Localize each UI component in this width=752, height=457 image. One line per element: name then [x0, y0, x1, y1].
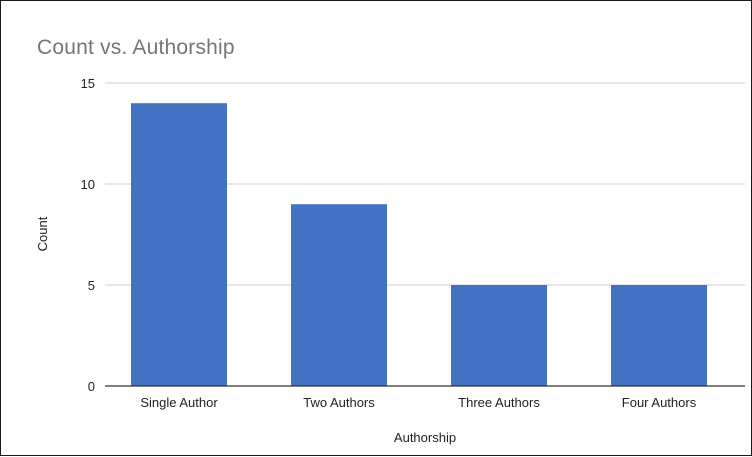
x-tick-label: Four Authors	[622, 395, 697, 410]
bar	[131, 103, 227, 386]
y-axis-title: Count	[35, 216, 50, 251]
y-tick-label: 10	[81, 177, 95, 192]
y-tick-label: 15	[81, 76, 95, 91]
x-tick-label: Three Authors	[458, 395, 540, 410]
chart-title: Count vs. Authorship	[37, 36, 235, 59]
y-tick-label: 5	[88, 278, 95, 293]
bar	[611, 285, 707, 386]
y-tick-label: 0	[88, 379, 95, 394]
bar	[291, 204, 387, 386]
x-tick-label: Single Author	[140, 395, 218, 410]
x-axis-title: Authorship	[394, 430, 456, 445]
bar	[451, 285, 547, 386]
x-tick-label: Two Authors	[303, 395, 375, 410]
